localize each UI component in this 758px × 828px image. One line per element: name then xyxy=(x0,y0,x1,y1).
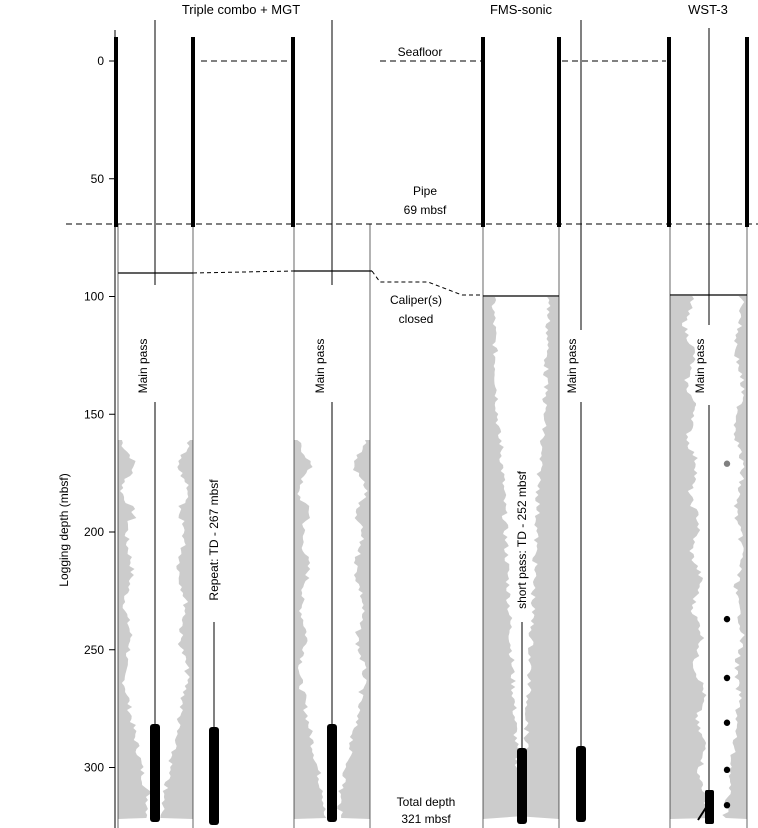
borehole-fill-fms-right xyxy=(515,297,559,819)
borehole-fill-t2-right xyxy=(337,440,370,819)
label-repeat-pass: Repeat: TD - 267 mbsf xyxy=(207,479,221,601)
seafloor-label: Seafloor xyxy=(398,45,443,59)
label-main-pass-4: Main pass xyxy=(693,339,707,394)
pipe-fms-right xyxy=(557,37,561,227)
pass-labels: Main pass Repeat: TD - 267 mbsf Main pas… xyxy=(136,325,716,622)
axis-tick-label: 150 xyxy=(84,407,104,421)
pipe-label: Pipe xyxy=(413,184,437,198)
axis-ticks: 0 50 100 150 200 250 300 xyxy=(84,54,115,775)
borehole-fill-t2-left xyxy=(294,440,327,819)
tool-fms-main xyxy=(576,746,586,822)
axis-tick-label: 50 xyxy=(91,172,105,186)
label-bg-short xyxy=(514,460,530,622)
label-bg-main1 xyxy=(147,330,163,402)
caliper-dash-2 xyxy=(371,270,483,296)
axis-tick-label: 300 xyxy=(84,761,104,775)
pipe-t1-right xyxy=(191,37,195,227)
pipe-casing xyxy=(114,37,749,227)
wst-station-dot xyxy=(723,615,731,623)
caliper-label: Caliper(s) xyxy=(390,293,442,307)
axis-tick-label: 100 xyxy=(84,290,104,304)
tool-t2-main xyxy=(327,724,337,822)
pipe-t1-left xyxy=(114,37,118,227)
pipe-wst-right xyxy=(745,37,749,227)
pipe-wst-left xyxy=(667,37,671,227)
tool-fms-short xyxy=(517,748,527,824)
label-main-pass-2: Main pass xyxy=(313,339,327,394)
axis-tick-label: 0 xyxy=(97,54,104,68)
wst-station-dot xyxy=(723,801,731,809)
tool-t1-repeat xyxy=(209,727,219,825)
tool-t1-main xyxy=(150,724,160,822)
axis-tick-label: 200 xyxy=(84,525,104,539)
annotations: Seafloor Pipe 69 mbsf Caliper(s) closed … xyxy=(390,45,455,826)
borehole-fills xyxy=(118,296,747,819)
wst-station-dot xyxy=(723,719,731,726)
label-bg-main2 xyxy=(324,330,340,402)
label-main-pass-3: Main pass xyxy=(565,339,579,394)
caliper-dash-1 xyxy=(192,270,295,274)
total-depth-value: 321 mbsf xyxy=(401,812,451,826)
borehole-walls xyxy=(117,224,748,828)
wst-station-dot xyxy=(723,460,731,467)
label-short-pass: short pass: TD - 252 mbsf xyxy=(515,470,529,608)
label-bg-main4 xyxy=(696,325,716,405)
label-main-pass-1: Main pass xyxy=(136,339,150,394)
wireline-cables xyxy=(154,20,710,798)
wst-stations xyxy=(723,460,731,809)
total-depth-label: Total depth xyxy=(397,795,456,809)
wst-station-dot xyxy=(723,766,731,774)
borehole-fill-wst-left xyxy=(670,296,711,819)
header-fms-sonic: FMS-sonic xyxy=(490,2,553,17)
borehole-fill-t1-left xyxy=(118,440,151,819)
tool-wst-arm xyxy=(697,805,708,821)
header-triple-combo: Triple combo + MGT xyxy=(182,2,300,17)
borehole-fill-t1-right xyxy=(160,440,193,819)
axis-tick-label: 250 xyxy=(84,643,104,657)
pipe-t2-left xyxy=(291,37,295,227)
tool-wst xyxy=(705,790,714,824)
reference-lines xyxy=(66,60,758,297)
axis-label: Logging depth (mbsf) xyxy=(57,473,71,586)
caliper-closed-label: closed xyxy=(399,312,434,326)
pipe-depth-label: 69 mbsf xyxy=(404,203,447,217)
pipe-fms-left xyxy=(481,37,485,227)
wst-station-dot xyxy=(723,674,731,682)
label-bg-main3 xyxy=(570,330,586,402)
header-wst: WST-3 xyxy=(688,2,728,17)
depth-axis: 0 50 100 150 200 250 300 Logging depth (mbsf) xyxy=(57,30,116,828)
borehole-fill-wst-right xyxy=(722,296,747,819)
borehole-fill-fms-left xyxy=(483,297,526,819)
tool-strings xyxy=(150,724,714,825)
